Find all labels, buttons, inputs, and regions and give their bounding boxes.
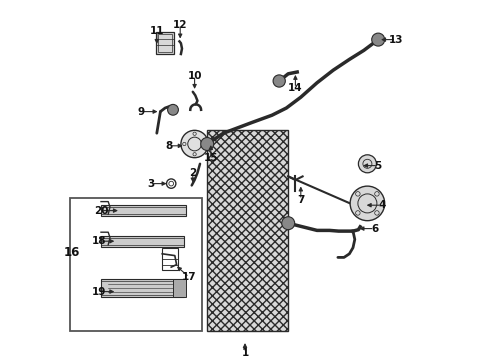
Circle shape [201, 138, 214, 150]
Bar [162, 248, 178, 270]
Text: 9: 9 [137, 107, 144, 117]
Text: 10: 10 [187, 71, 202, 81]
Text: 16: 16 [64, 246, 80, 258]
Text: 17: 17 [182, 272, 196, 282]
Bar [101, 205, 186, 216]
Text: 14: 14 [288, 83, 303, 93]
Text: 8: 8 [166, 141, 173, 151]
Bar [156, 32, 174, 54]
Bar [101, 279, 184, 297]
Bar [157, 34, 172, 52]
Circle shape [372, 33, 385, 46]
Bar [101, 236, 184, 247]
Text: 20: 20 [94, 206, 108, 216]
Circle shape [181, 130, 208, 158]
Circle shape [168, 104, 178, 115]
Text: 4: 4 [378, 200, 386, 210]
Text: 3: 3 [148, 179, 155, 189]
Circle shape [350, 186, 385, 221]
Bar [207, 130, 288, 331]
Text: 15: 15 [203, 153, 218, 163]
Text: 11: 11 [149, 26, 164, 36]
Circle shape [358, 155, 376, 173]
Bar [71, 198, 202, 331]
Circle shape [273, 75, 285, 87]
Text: 7: 7 [297, 195, 304, 205]
Text: 1: 1 [242, 348, 248, 358]
Circle shape [282, 217, 294, 230]
Text: 2: 2 [189, 168, 196, 178]
Text: 5: 5 [374, 161, 382, 171]
Text: 18: 18 [92, 236, 106, 246]
Bar [173, 279, 186, 297]
Text: 12: 12 [173, 20, 188, 30]
Text: 6: 6 [371, 224, 378, 234]
Text: 13: 13 [389, 35, 403, 45]
Text: 19: 19 [92, 287, 106, 297]
